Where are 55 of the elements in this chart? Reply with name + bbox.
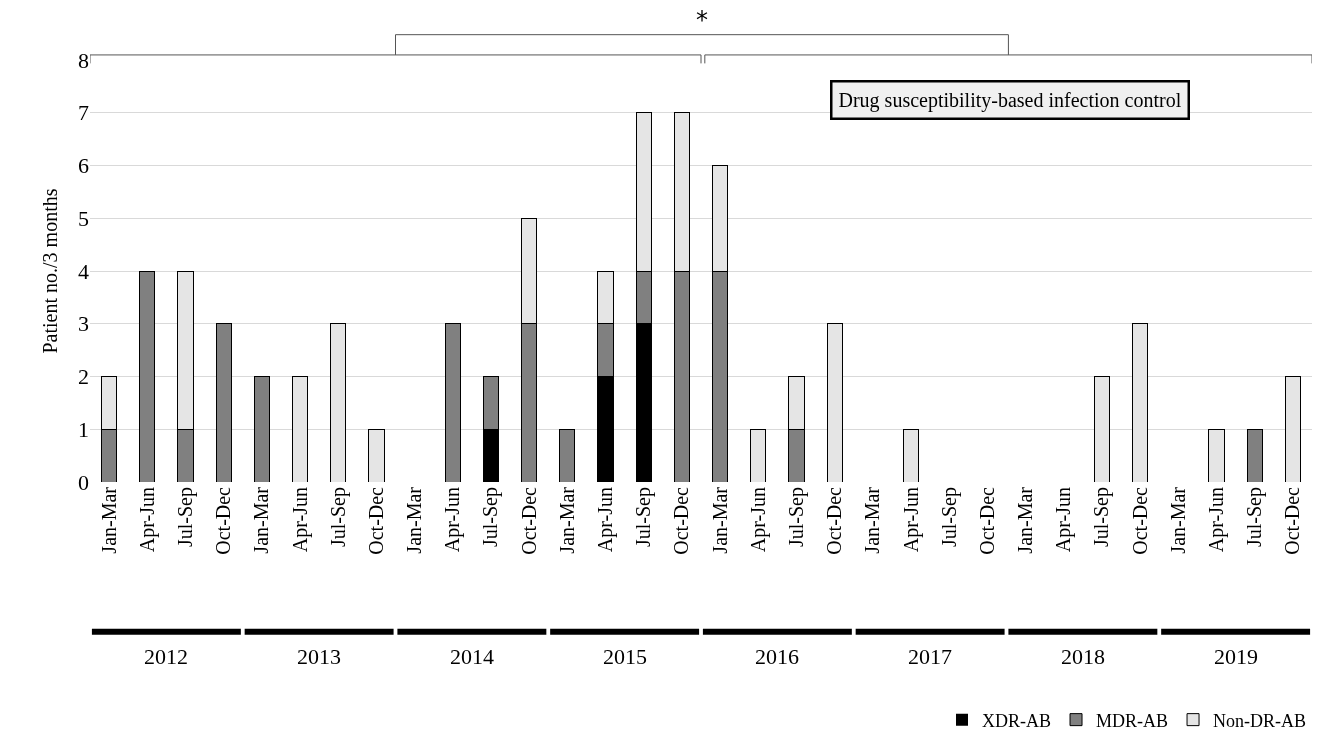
y-tick-label: 2 bbox=[78, 364, 89, 390]
y-tick-label: 4 bbox=[78, 258, 89, 284]
y-tick-label: 0 bbox=[78, 469, 89, 495]
y-tick-label: 8 bbox=[78, 47, 89, 73]
y-tick-label: 3 bbox=[78, 311, 89, 337]
annotation: Drug susceptibility-based infection control bbox=[838, 88, 1182, 112]
y-tick-label: 1 bbox=[78, 416, 89, 442]
x-tick-label: Oct-Dec bbox=[975, 486, 998, 555]
x-tick-label: Apr-Jun bbox=[288, 487, 312, 553]
text: 2018 bbox=[1061, 644, 1105, 669]
x-tick-label: Oct-Dec bbox=[823, 486, 846, 555]
x-tick-label: Oct-Dec bbox=[212, 486, 235, 555]
x-tick-label: Jan-Mar bbox=[708, 486, 731, 554]
y-tick-label: 5 bbox=[78, 205, 89, 231]
x-tick-label: Apr-Jun bbox=[135, 487, 159, 553]
x-tick-label: Jul-Sep bbox=[1090, 487, 1114, 547]
x-tick-label: Jul-Sep bbox=[1243, 487, 1267, 547]
x-tick-label: Jan-Mar bbox=[861, 486, 884, 554]
text: 2016 bbox=[755, 644, 799, 669]
x-tick-label: Jan-Mar bbox=[250, 486, 273, 554]
x-tick-label: Oct-Dec bbox=[517, 486, 540, 555]
y-tick-label: 6 bbox=[78, 153, 89, 179]
x-tick-label: Oct-Dec bbox=[1128, 486, 1151, 555]
text: 2014 bbox=[450, 644, 494, 669]
x-tick-label: Jul-Sep bbox=[173, 487, 197, 547]
y-axis-title: Patient no./3 months bbox=[38, 188, 61, 354]
x-tick-label: Oct-Dec bbox=[670, 486, 693, 555]
y-tick-label: 7 bbox=[78, 100, 89, 126]
x-tick-label: Jan-Mar bbox=[403, 486, 426, 554]
x-tick-label: Oct-Dec bbox=[1281, 486, 1304, 555]
text: 2019 bbox=[1214, 644, 1258, 669]
x-tick-label: Oct-Dec bbox=[364, 486, 387, 555]
text: 2015 bbox=[603, 644, 647, 669]
x-tick-label: Jan-Mar bbox=[97, 486, 120, 554]
legend-label: XDR-AB bbox=[982, 710, 1052, 731]
x-tick-label: Jan-Mar bbox=[1166, 486, 1189, 554]
text: * bbox=[696, 6, 708, 34]
x-tick-label: Apr-Jun bbox=[746, 487, 770, 553]
x-tick-label: Apr-Jun bbox=[441, 487, 465, 553]
x-tick-label: Jul-Sep bbox=[326, 487, 350, 547]
x-tick-label: Apr-Jun bbox=[899, 487, 923, 553]
x-tick-label: Jul-Sep bbox=[784, 487, 808, 547]
legend-label: Non-DR-AB bbox=[1213, 710, 1307, 731]
x-tick-label: Apr-Jun bbox=[594, 487, 618, 553]
text: 2012 bbox=[144, 644, 188, 669]
x-tick-label: Jan-Mar bbox=[1014, 486, 1037, 554]
x-tick-label: Jul-Sep bbox=[632, 487, 656, 547]
text: 2017 bbox=[908, 644, 952, 669]
x-tick-label: Apr-Jun bbox=[1205, 487, 1229, 553]
x-tick-label: Jul-Sep bbox=[937, 487, 961, 547]
text: 2013 bbox=[297, 644, 341, 669]
legend-label: MDR-AB bbox=[1096, 710, 1169, 731]
x-tick-label: Apr-Jun bbox=[1052, 487, 1076, 553]
x-tick-label: Jan-Mar bbox=[555, 486, 578, 554]
x-tick-label: Jul-Sep bbox=[479, 487, 503, 547]
